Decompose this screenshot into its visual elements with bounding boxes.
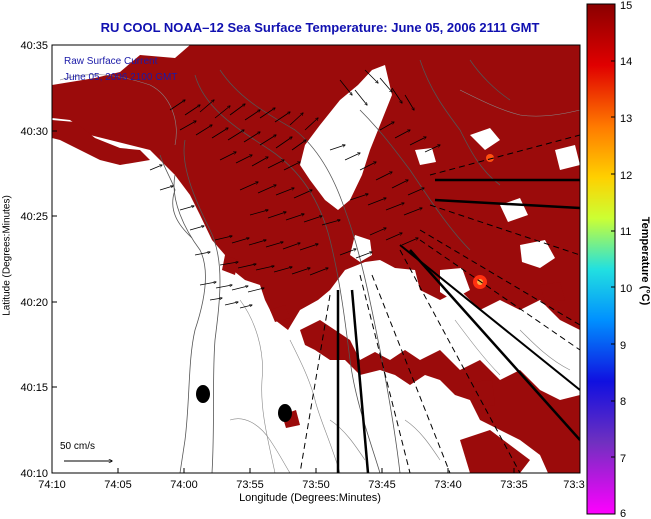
chart-title: RU COOL NOAA–12 Sea Surface Temperature:… (100, 20, 540, 35)
svg-text:40:35: 40:35 (20, 40, 48, 52)
svg-text:40:15: 40:15 (20, 382, 48, 394)
svg-text:73:35: 73:35 (500, 479, 528, 491)
overlay-line2: June 05, 2006 2100 GMT (64, 72, 177, 83)
svg-text:40:25: 40:25 (20, 211, 48, 223)
svg-text:74:10: 74:10 (38, 479, 66, 491)
cloud-mask (300, 65, 580, 348)
svg-text:9: 9 (620, 340, 626, 352)
scale-label: 50 cm/s (60, 441, 95, 452)
svg-text:10: 10 (620, 283, 632, 295)
svg-text:74:05: 74:05 (104, 479, 132, 491)
overlay-line1: Raw Surface Current (64, 56, 158, 67)
bathymetry-contours-light (59, 74, 580, 473)
warm-spots (473, 154, 494, 289)
svg-text:73:50: 73:50 (302, 479, 330, 491)
site-marker-west (196, 385, 210, 403)
radar-beams (299, 134, 580, 473)
svg-text:13: 13 (620, 113, 632, 125)
current-vectors (149, 69, 440, 309)
svg-text:8: 8 (620, 396, 626, 408)
x-axis-label: Longitude (Degrees:Minutes) (239, 492, 381, 504)
x-tick-labels: 74:10 74:05 74:00 73:55 73:50 73:45 73:4… (38, 479, 584, 491)
svg-text:73:40: 73:40 (434, 479, 462, 491)
svg-text:7: 7 (620, 453, 626, 465)
colorbar (586, 3, 616, 515)
x-ticks (51, 468, 515, 473)
map-plot-area: Raw Surface Current June 05, 2006 2100 G… (52, 45, 580, 473)
svg-text:73:3: 73:3 (563, 479, 584, 491)
colorbar-ticks (611, 3, 615, 515)
svg-text:73:45: 73:45 (368, 479, 396, 491)
svg-text:40:30: 40:30 (20, 126, 48, 138)
svg-text:73:55: 73:55 (236, 479, 264, 491)
colorbar-tick-labels: 15 14 13 12 11 10 9 8 7 6 (620, 0, 632, 519)
svg-text:12: 12 (620, 170, 632, 182)
svg-text:40:20: 40:20 (20, 297, 48, 309)
svg-text:74:00: 74:00 (170, 479, 198, 491)
svg-text:11: 11 (620, 226, 631, 238)
svg-text:40:10: 40:10 (20, 468, 48, 480)
site-marker-east (278, 404, 292, 422)
y-ticks (52, 44, 57, 474)
colorbar-label: Temperature (°C) (639, 216, 651, 306)
svg-text:6: 6 (620, 508, 626, 519)
svg-text:15: 15 (620, 0, 632, 12)
y-axis-label: Latitude (Degrees:Minutes) (1, 195, 13, 316)
svg-text:14: 14 (620, 56, 632, 68)
y-tick-labels: 40:35 40:30 40:25 40:20 40:15 40:10 (20, 40, 48, 480)
